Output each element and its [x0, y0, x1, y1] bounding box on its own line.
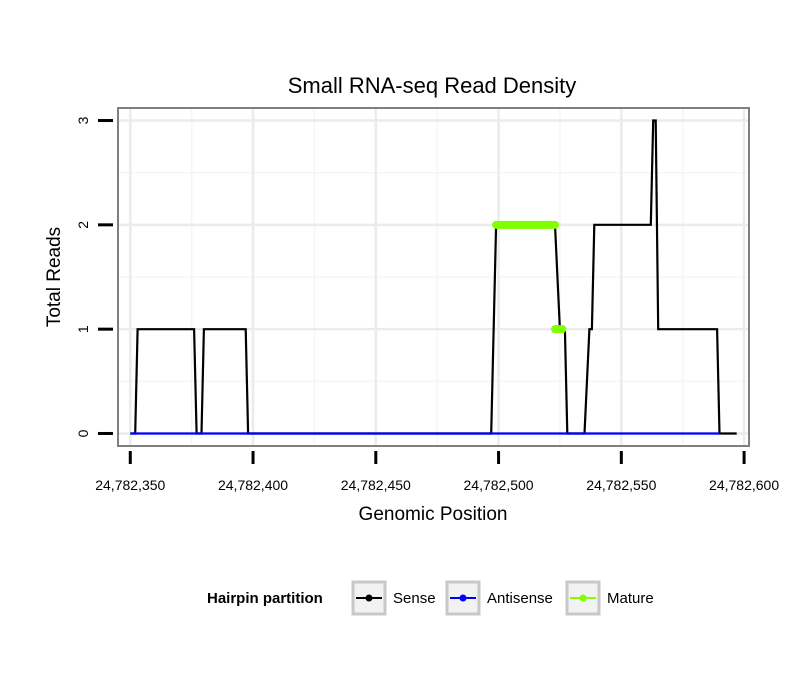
- legend-key-dot-sense: [365, 594, 373, 602]
- chart-title: Small RNA-seq Read Density: [288, 73, 577, 98]
- legend-label-antisense: Antisense: [487, 590, 553, 607]
- x-tick-label: 24,782,550: [586, 477, 656, 493]
- legend-label-mature: Mature: [607, 590, 654, 607]
- y-tick-label: 1: [75, 325, 91, 333]
- legend-key-dot-antisense: [459, 594, 467, 602]
- x-axis-title: Genomic Position: [359, 504, 508, 525]
- plot-panel-border: [117, 107, 750, 447]
- x-tick-label: 24,782,400: [218, 477, 288, 493]
- y-axis: 0 1 2 3: [75, 116, 113, 437]
- x-axis: 24,782,350 24,782,400 24,782,450 24,782,500…: [95, 451, 779, 493]
- x-tick-label: 24,782,350: [95, 477, 165, 493]
- legend-title: Hairpin partition: [207, 590, 323, 607]
- legend-label-sense: Sense: [393, 590, 436, 607]
- legend-key-dot-mature: [579, 594, 587, 602]
- legend: Hairpin partition Sense Antisense Mature: [207, 580, 654, 616]
- x-tick-label: 24,782,600: [709, 477, 779, 493]
- x-tick-label: 24,782,500: [464, 477, 534, 493]
- y-tick-label: 0: [75, 429, 91, 437]
- y-tick-label: 2: [75, 221, 91, 229]
- x-tick-label: 24,782,450: [341, 477, 411, 493]
- series-layer: [130, 119, 737, 435]
- grid-lines: [118, 108, 749, 446]
- y-axis-title: Total Reads: [44, 227, 65, 327]
- y-tick-label: 3: [75, 116, 91, 124]
